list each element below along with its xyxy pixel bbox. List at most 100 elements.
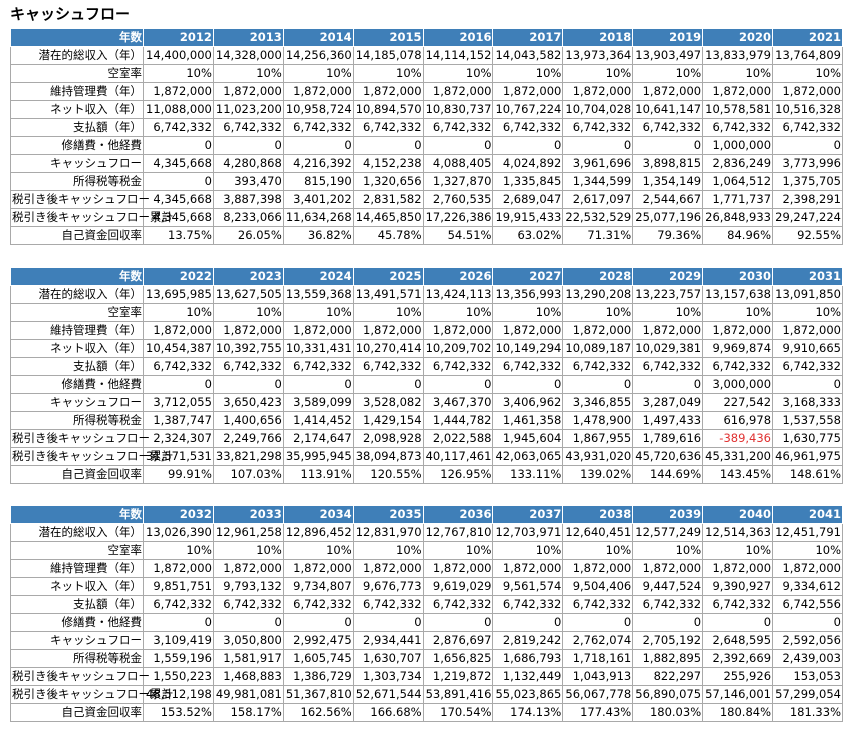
cell: 19,915,433 [492, 208, 564, 227]
cell: 1,219,872 [422, 667, 494, 686]
cell: 3,887,398 [212, 190, 284, 209]
cell: 180.84% [702, 703, 774, 722]
cell: 2,689,047 [492, 190, 564, 209]
cell: 10,270,414 [352, 339, 424, 358]
cell: 0 [492, 613, 564, 632]
cell: 45.78% [352, 226, 424, 245]
row-label: 空室率 [10, 303, 144, 322]
header-cell: 2012 [143, 28, 214, 47]
cell: 8,233,066 [212, 208, 284, 227]
cell: 1,000,000 [702, 136, 774, 155]
row-label: 税引き後キャッシュフロー累計 [10, 447, 173, 466]
cell: 9,910,665 [772, 339, 843, 358]
cell: 3,050,800 [212, 631, 284, 650]
data-row: ネット収入（年） 9,851,751 9,793,132 9,734,807 9,676… [10, 577, 843, 596]
cell: 1,064,512 [702, 172, 774, 191]
cell: 227,542 [702, 393, 774, 412]
header-cell: 2031 [772, 267, 843, 286]
header-cell: 2040 [702, 505, 774, 524]
cell: 1,872,000 [702, 82, 774, 101]
cell: 10% [702, 303, 774, 322]
cell: 6,742,332 [492, 595, 564, 614]
cell: 2,617,097 [562, 190, 634, 209]
cell: 6,742,332 [352, 357, 424, 376]
cell: 10% [212, 303, 284, 322]
cell: 1,630,707 [352, 649, 424, 668]
cell: 63.02% [492, 226, 564, 245]
cell: 6,742,332 [632, 595, 704, 614]
header-cell: 2024 [282, 267, 354, 286]
cell: 2,648,595 [702, 631, 774, 650]
data-row: キャッシュフロー 4,345,668 4,280,868 4,216,392 4,152… [10, 154, 843, 173]
cell: 1,872,000 [632, 321, 704, 340]
cell: 133.11% [492, 465, 564, 484]
cell: 0 [212, 136, 284, 155]
cell: 3,650,423 [212, 393, 284, 412]
cell: 3,898,815 [632, 154, 704, 173]
cell: 57,146,001 [702, 685, 774, 704]
cell: 14,256,360 [282, 46, 354, 65]
cell: 1,429,154 [352, 411, 424, 430]
cell: 10% [562, 541, 634, 560]
header-cell: 2017 [492, 28, 564, 47]
cell: 10% [143, 303, 214, 322]
cell: 3,287,049 [632, 393, 704, 412]
header-cell: 年数 [10, 505, 144, 524]
data-row: 自己資金回収率 13.75% 26.05% 36.82% 45.78% 54.51% 63.… [10, 226, 843, 245]
cell: 6,742,332 [492, 118, 564, 137]
header-cell: 2036 [422, 505, 494, 524]
row-label: 税引き後キャッシュフロー [10, 190, 150, 209]
cell: 10% [632, 303, 704, 322]
cell: 0 [632, 613, 704, 632]
cell: 3,712,055 [143, 393, 214, 412]
cell: 6,742,332 [562, 595, 634, 614]
cell: 1,872,000 [772, 559, 843, 578]
cell: 1,789,616 [632, 429, 704, 448]
cell: 126.95% [422, 465, 494, 484]
cell: 0 [143, 172, 214, 191]
row-label: 修繕費・他経費 [10, 613, 144, 632]
cell: 33,821,298 [212, 447, 284, 466]
cell: 1,872,000 [422, 321, 494, 340]
cell: 4,280,868 [212, 154, 284, 173]
row-label: 潜在的総収入（年） [10, 523, 144, 542]
cell: 174.13% [492, 703, 564, 722]
cell: 10,089,187 [562, 339, 634, 358]
cell: 1,559,196 [143, 649, 214, 668]
cell: 9,504,406 [562, 577, 634, 596]
data-row: キャッシュフロー 3,109,419 3,050,800 2,992,475 2,934… [10, 631, 843, 650]
cell: 13.75% [143, 226, 214, 245]
cell: 1,344,599 [562, 172, 634, 191]
cell: 10% [352, 541, 424, 560]
cell: 1,882,895 [632, 649, 704, 668]
cell: 99.91% [143, 465, 214, 484]
cell: 113.91% [282, 465, 354, 484]
row-label: 税引き後キャッシュフロー [10, 667, 150, 686]
row-label: 空室率 [10, 541, 144, 560]
cell: 4,024,892 [492, 154, 564, 173]
cell: 4,216,392 [282, 154, 354, 173]
cell: 3,467,370 [422, 393, 494, 412]
cell: 6,742,332 [212, 118, 284, 137]
cell: 1,375,705 [772, 172, 843, 191]
header-cell: 年数 [10, 267, 144, 286]
cell: 6,742,332 [422, 118, 494, 137]
cell: 3,109,419 [143, 631, 214, 650]
row-label: 潜在的総収入（年） [10, 285, 144, 304]
cell: 0 [632, 136, 704, 155]
cell: 1,945,604 [492, 429, 564, 448]
cell: 1,872,000 [422, 559, 494, 578]
cell: 0 [212, 375, 284, 394]
cell: 6,742,332 [772, 118, 843, 137]
cell: 6,742,556 [772, 595, 843, 614]
header-cell: 2038 [562, 505, 634, 524]
cell: 0 [352, 613, 424, 632]
header-cell: 2029 [632, 267, 704, 286]
page-title: キャッシュフロー [10, 5, 131, 23]
cell: 6,742,332 [282, 118, 354, 137]
header-row: 年数 2032 2033 2034 2035 2036 2037 2038 2039 2040 20… [10, 505, 843, 524]
cell: 2,705,192 [632, 631, 704, 650]
cell: 92.55% [772, 226, 843, 245]
cell: 1,320,656 [352, 172, 424, 191]
cell: 11,023,200 [212, 100, 284, 119]
